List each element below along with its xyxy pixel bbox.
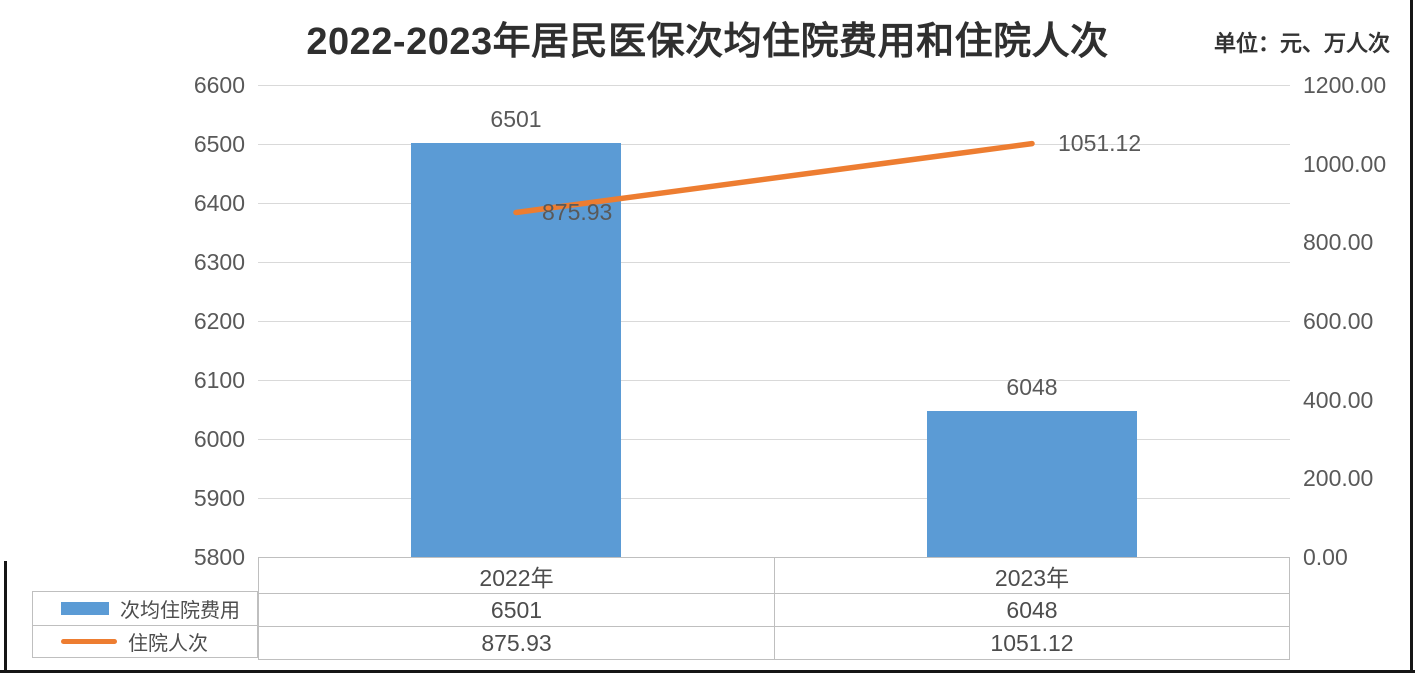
left-axis-tick: 6000 bbox=[193, 426, 245, 452]
chart-title: 2022-2023年居民医保次均住院费用和住院人次 bbox=[306, 21, 1109, 63]
data-table: 2022年 2023年 6501 6048 875.93 1051.12 bbox=[258, 557, 1290, 660]
left-axis-tick: 6300 bbox=[193, 249, 245, 275]
table-cell-value: 6501 bbox=[259, 593, 774, 626]
left-axis-tick: 6200 bbox=[193, 308, 245, 334]
bar-swatch-icon bbox=[61, 601, 109, 615]
gridline bbox=[258, 262, 1290, 263]
right-axis-tick: 1200.00 bbox=[1303, 72, 1387, 98]
bar-data-label: 6048 bbox=[1006, 373, 1058, 400]
right-axis-tick: 400.00 bbox=[1303, 386, 1374, 413]
left-axis-tick: 5900 bbox=[193, 485, 245, 511]
page-border-left bbox=[4, 561, 7, 673]
bar-data-label: 6501 bbox=[490, 106, 542, 133]
right-axis-tick: 0.00 bbox=[1303, 544, 1348, 570]
legend-series-name: 次均住院费用 bbox=[120, 599, 240, 622]
gridline bbox=[258, 498, 1290, 499]
gridline bbox=[258, 380, 1290, 381]
right-axis-tick: 800.00 bbox=[1303, 229, 1374, 256]
line-data-label: 875.93 bbox=[542, 198, 613, 225]
left-axis-tick: 5800 bbox=[193, 544, 245, 570]
bar-2023年 bbox=[927, 410, 1137, 557]
left-axis-tick: 6100 bbox=[193, 367, 245, 393]
right-axis-tick: 1000.00 bbox=[1303, 150, 1387, 177]
left-axis-tick: 6400 bbox=[193, 190, 245, 216]
legend-item: 住院人次 bbox=[33, 624, 257, 658]
table-cell-value: 6048 bbox=[774, 593, 1289, 626]
line-swatch-icon bbox=[61, 638, 117, 644]
table-cell-value: 875.93 bbox=[259, 626, 774, 659]
legend-item: 次均住院费用 bbox=[33, 592, 257, 625]
table-cell-category: 2022年 bbox=[479, 564, 554, 591]
right-axis-tick: 600.00 bbox=[1303, 308, 1374, 334]
gridline bbox=[258, 439, 1290, 440]
page-border-right bbox=[1410, 0, 1413, 673]
units-label: 单位：元、万人次 bbox=[1213, 31, 1390, 56]
left-axis-tick: 6500 bbox=[193, 131, 245, 157]
table-cell-value: 1051.12 bbox=[774, 626, 1289, 659]
table-cell-category: 2023年 bbox=[774, 558, 1289, 593]
right-axis-tick: 200.00 bbox=[1303, 465, 1374, 492]
gridline bbox=[258, 321, 1290, 322]
legend: 次均住院费用住院人次 bbox=[32, 591, 258, 658]
legend-series-name: 住院人次 bbox=[128, 632, 208, 655]
gridline bbox=[258, 85, 1290, 86]
page-border-bottom bbox=[0, 670, 1415, 673]
left-axis-tick: 6600 bbox=[193, 72, 245, 98]
line-data-label: 1051.12 bbox=[1058, 129, 1142, 156]
